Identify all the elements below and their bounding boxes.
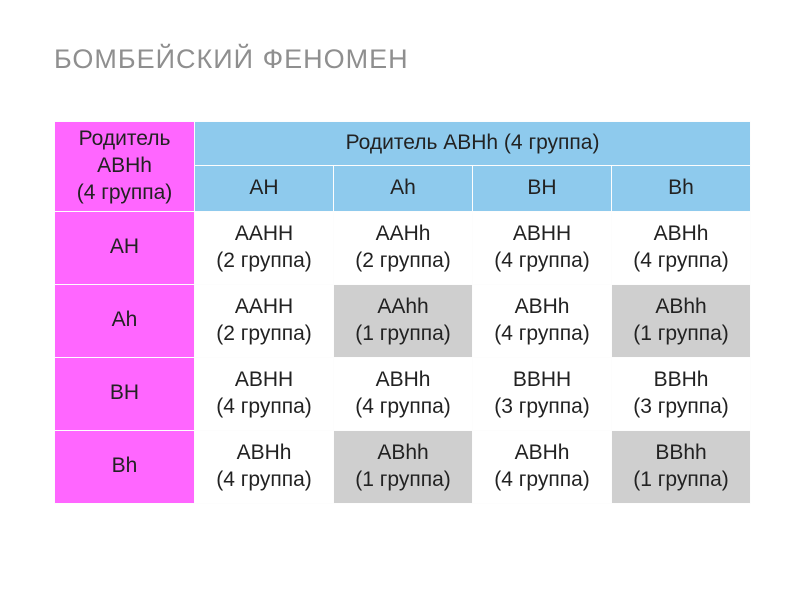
genotype: ААНН <box>195 221 333 248</box>
group-label: (1 группа) <box>612 321 750 348</box>
cell-1-3: АВhh(1 группа) <box>612 284 751 357</box>
group-label: (4 группа) <box>195 394 333 421</box>
cell-3-0: АВНh(4 группа) <box>195 430 334 503</box>
col-gamete-0: АН <box>195 165 334 211</box>
cell-3-2: АВНh(4 группа) <box>473 430 612 503</box>
row-parent-l1: Родитель <box>79 127 171 150</box>
col-gamete-2: ВН <box>473 165 612 211</box>
genotype: АВНh <box>473 294 611 321</box>
col-gamete-3: Вh <box>612 165 751 211</box>
genotype: ААНh <box>334 221 472 248</box>
cell-0-0: ААНН(2 группа) <box>195 211 334 284</box>
punnett-table: Родитель АВНh (4 группа) Родитель АВНh (… <box>54 121 751 504</box>
cell-2-2: ВВНН(3 группа) <box>473 357 612 430</box>
genotype: АВНh <box>612 221 750 248</box>
group-label: (2 группа) <box>195 248 333 275</box>
cell-1-2: АВНh(4 группа) <box>473 284 612 357</box>
slide-title: БОМБЕЙСКИЙ ФЕНОМЕН <box>54 44 760 75</box>
group-label: (2 группа) <box>334 248 472 275</box>
genotype: АВhh <box>612 294 750 321</box>
group-label: (1 группа) <box>334 467 472 494</box>
genotype: ВВhh <box>612 440 750 467</box>
genotype: ААНН <box>195 294 333 321</box>
group-label: (4 группа) <box>473 467 611 494</box>
genotype: АВhh <box>334 440 472 467</box>
cell-0-2: АВНН(4 группа) <box>473 211 612 284</box>
group-label: (4 группа) <box>334 394 472 421</box>
cell-2-0: АВНН(4 группа) <box>195 357 334 430</box>
cell-0-1: ААНh(2 группа) <box>334 211 473 284</box>
cell-3-1: АВhh(1 группа) <box>334 430 473 503</box>
cell-1-0: ААНН(2 группа) <box>195 284 334 357</box>
genotype: ВВНН <box>473 367 611 394</box>
group-label: (4 группа) <box>195 467 333 494</box>
cell-2-3: ВВНh(3 группа) <box>612 357 751 430</box>
genotype: ААhh <box>334 294 472 321</box>
cell-1-1: ААhh(1 группа) <box>334 284 473 357</box>
row-gamete-2: ВН <box>55 357 195 430</box>
group-label: (4 группа) <box>473 321 611 348</box>
cell-2-1: АВНh(4 группа) <box>334 357 473 430</box>
genotype: АВНh <box>334 367 472 394</box>
group-label: (4 группа) <box>612 248 750 275</box>
group-label: (1 группа) <box>612 467 750 494</box>
group-label: (4 группа) <box>473 248 611 275</box>
genotype: АВНН <box>473 221 611 248</box>
row-parent-header: Родитель АВНh (4 группа) <box>55 122 195 212</box>
row-gamete-3: Вh <box>55 430 195 503</box>
genotype: АВНh <box>195 440 333 467</box>
cell-3-3: ВВhh(1 группа) <box>612 430 751 503</box>
row-parent-l2: АВНh <box>97 154 152 177</box>
row-parent-l3: (4 группа) <box>77 181 173 204</box>
group-label: (3 группа) <box>612 394 750 421</box>
col-parent-header: Родитель АВНh (4 группа) <box>195 122 751 166</box>
cell-0-3: АВНh(4 группа) <box>612 211 751 284</box>
row-gamete-1: Аh <box>55 284 195 357</box>
group-label: (1 группа) <box>334 321 472 348</box>
group-label: (3 группа) <box>473 394 611 421</box>
col-gamete-1: Аh <box>334 165 473 211</box>
genotype: АВНН <box>195 367 333 394</box>
group-label: (2 группа) <box>195 321 333 348</box>
genotype: ВВНh <box>612 367 750 394</box>
genotype: АВНh <box>473 440 611 467</box>
row-gamete-0: АН <box>55 211 195 284</box>
